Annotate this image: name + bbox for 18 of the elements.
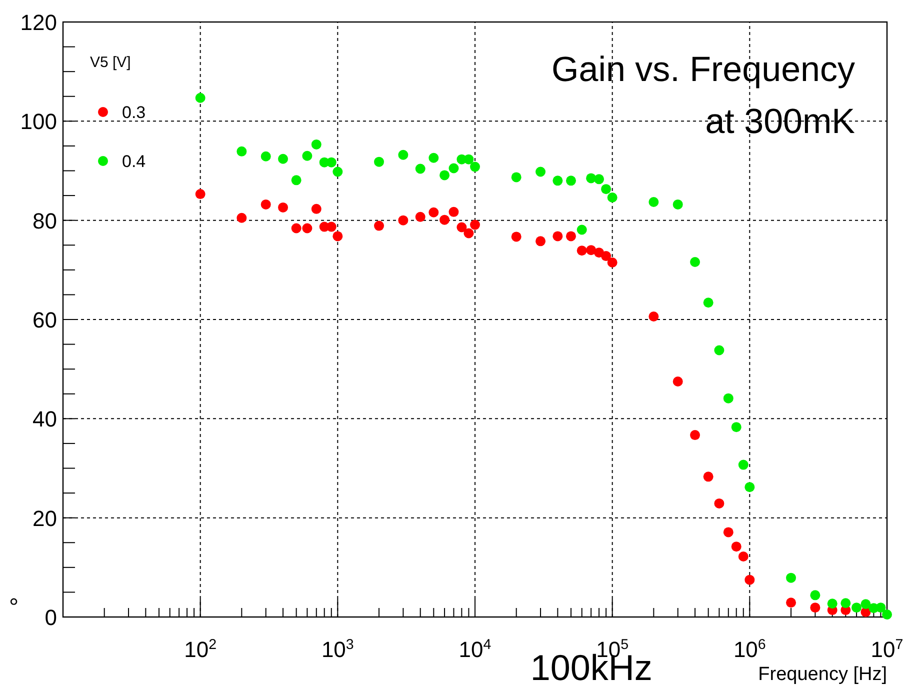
x-tick-label: 10$^{4}$ — [458, 637, 492, 662]
y-tick-label: 0 — [44, 605, 57, 630]
x-tick-label: 10$^{2}$ — [184, 637, 217, 662]
text: Gain vs. Frequency at 300mK — [552, 50, 856, 141]
x-axis-title: Frequency [Hz] — [758, 664, 887, 685]
text: ° — [9, 594, 19, 621]
legend-label: 0.4 — [122, 152, 146, 171]
x-tick-label: 10$^{6}$ — [733, 637, 766, 662]
y-tick-label: 80 — [32, 208, 57, 234]
legend-title: V5 [V] — [90, 54, 131, 71]
x-tick-label: 10$^{7}$ — [870, 637, 904, 662]
legend-label: 0.3 — [122, 103, 146, 122]
x-tick-label: 10$^{3}$ — [321, 637, 354, 662]
y-tick-label: 120 — [20, 10, 57, 35]
y-tick-label: 20 — [32, 506, 57, 531]
y-tick-label: 100 — [20, 109, 57, 134]
y-tick-label: 60 — [32, 308, 57, 332]
y-tick-label: 40 — [32, 406, 57, 432]
